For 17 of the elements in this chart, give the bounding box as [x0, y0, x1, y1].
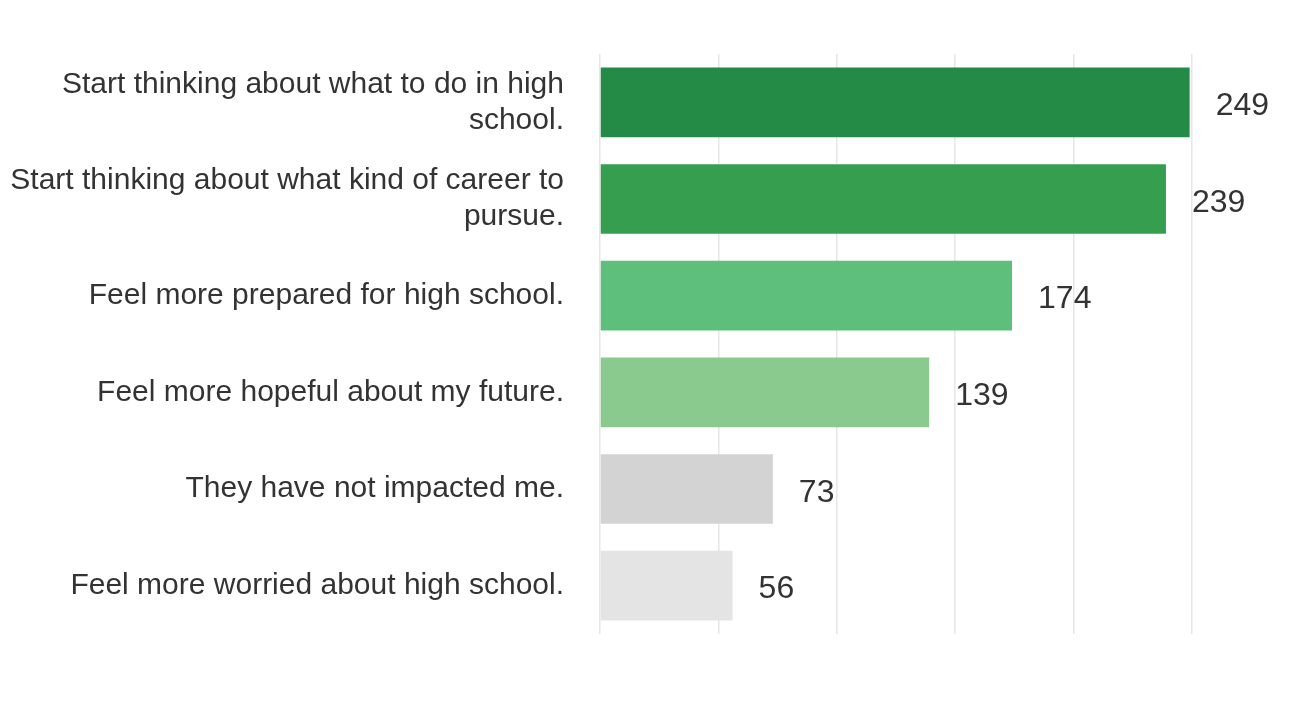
- bar: [600, 454, 773, 524]
- y-tick-label: Feel more prepared for high school.: [88, 276, 564, 310]
- y-tick-label: Feel more worried about high school.: [70, 566, 564, 600]
- data-label: 239: [1191, 182, 1246, 219]
- bar: [600, 164, 1166, 234]
- y-tick-label: They have not impacted me.: [185, 470, 564, 504]
- bar: [600, 260, 1013, 331]
- data-label: 56: [758, 569, 795, 606]
- data-label: 73: [798, 472, 835, 509]
- bar: [600, 357, 930, 428]
- data-label: 249: [1215, 86, 1270, 123]
- y-tick-label: Feel more hopeful about my future.: [97, 373, 564, 407]
- bar: [600, 67, 1190, 138]
- data-label: 139: [955, 376, 1009, 413]
- y-tick-label: Start thinking about what kind of career to pursue.: [10, 162, 564, 232]
- y-tick-label: Start thinking about what to do in high school.: [61, 65, 564, 135]
- data-label: 174: [1038, 279, 1092, 316]
